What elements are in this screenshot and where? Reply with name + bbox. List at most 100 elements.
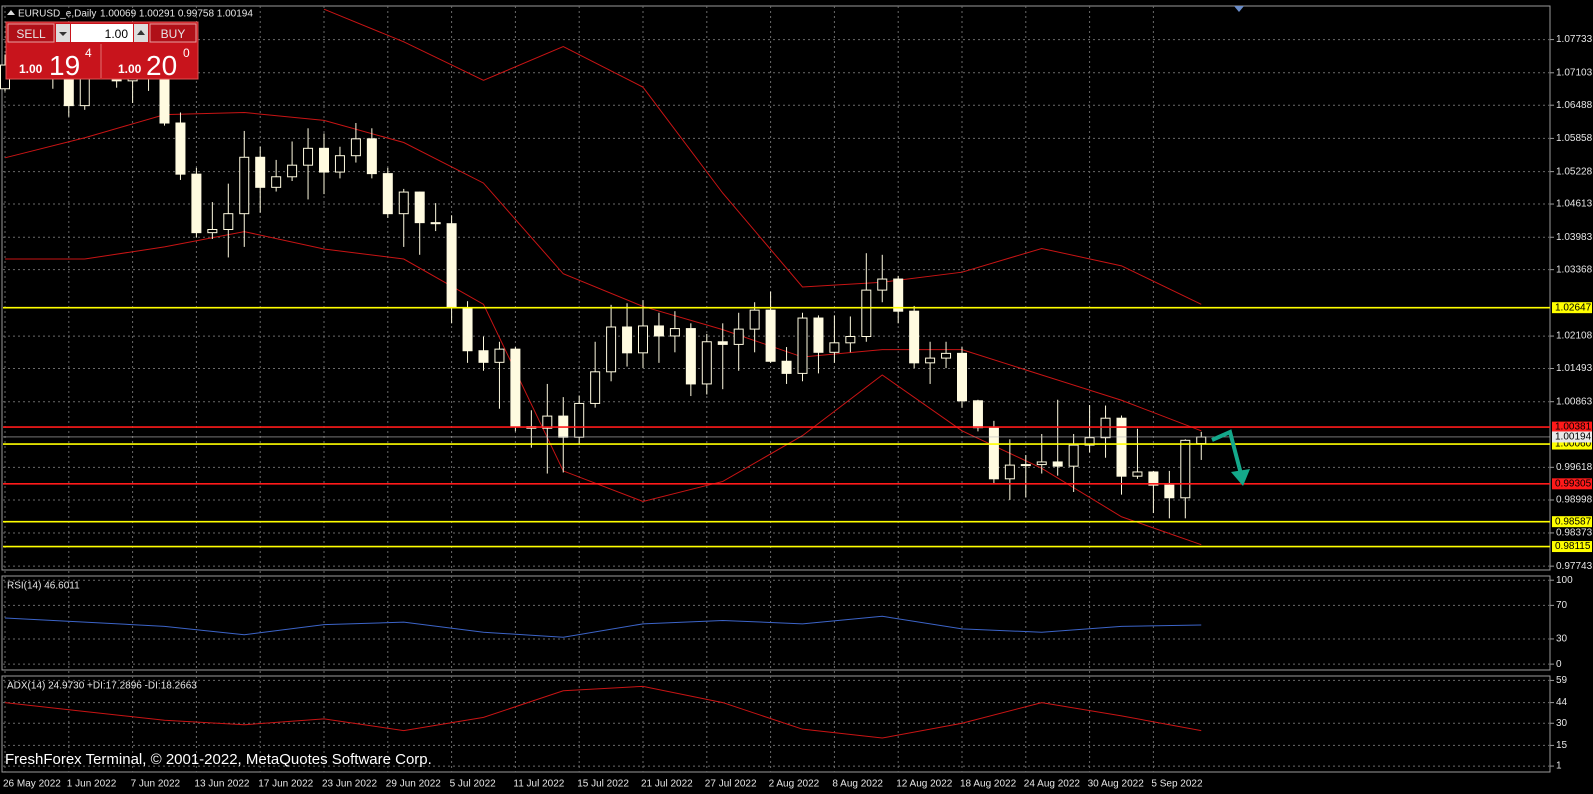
candle-body <box>1052 461 1063 467</box>
y-tick-label: 44 <box>1556 697 1568 708</box>
bid-label: 1.00194 <box>1555 432 1592 443</box>
price-level-tag <box>1552 438 1592 450</box>
price-level-label: 1.00060 <box>1555 439 1592 450</box>
candle-body <box>590 371 601 404</box>
y-tick-label: 1.05228 <box>1556 166 1593 177</box>
candle-body <box>1116 417 1127 477</box>
ohlc-label: 1.00069 1.00291 0.99758 1.00194 <box>100 9 253 20</box>
price-level-tag <box>1552 541 1592 553</box>
candle-body <box>638 325 648 354</box>
x-tick-label: 8 Aug 2022 <box>832 779 883 790</box>
forecast-arrow <box>1211 429 1250 486</box>
y-tick-label: 1.06488 <box>1556 100 1593 111</box>
candle-body <box>271 176 282 188</box>
candle-body <box>941 352 952 359</box>
trade-panel: SELL 1.00 BUY 1.00 19 4 1.00 20 0 <box>5 21 199 81</box>
indicator-line <box>4 615 1202 638</box>
x-tick-label: 13 Jun 2022 <box>194 779 249 790</box>
price-level-label: 0.99305 <box>1555 478 1592 489</box>
candle-body <box>877 278 888 291</box>
y-tick-label: 30 <box>1556 634 1568 645</box>
candle-body <box>1084 437 1095 446</box>
candle-body <box>223 213 234 230</box>
candle-body <box>1020 464 1031 467</box>
symbol-title: EURUSD_e,Daily <box>18 9 96 20</box>
candle-body <box>701 341 712 385</box>
x-tick-label: 5 Jul 2022 <box>450 779 497 790</box>
x-tick-label: 15 Jul 2022 <box>577 779 629 790</box>
y-tick-label: 1 <box>1556 761 1562 772</box>
candle-body <box>1148 471 1159 486</box>
x-tick-label: 1 Jun 2022 <box>67 779 117 790</box>
candle-body <box>398 191 409 215</box>
x-tick-label: 5 Sep 2022 <box>1151 779 1203 790</box>
y-tick-label: 1.05858 <box>1556 133 1593 144</box>
lot-input[interactable] <box>71 24 133 42</box>
candle-body <box>1036 461 1047 466</box>
candle-body <box>988 427 999 480</box>
buy-label: BUY <box>161 27 186 41</box>
buy-price-big[interactable]: 20 <box>146 50 177 81</box>
x-tick-label: 7 Jun 2022 <box>131 779 181 790</box>
candle-body <box>478 350 489 363</box>
price-level-label: 0.98587 <box>1555 516 1592 527</box>
buy-button[interactable] <box>149 23 197 43</box>
candle-body <box>893 278 904 312</box>
bollinger-band <box>5 231 1202 546</box>
candle-body <box>366 138 377 175</box>
x-tick-label: 17 Jun 2022 <box>258 779 313 790</box>
candle-body <box>622 326 633 354</box>
candle-body <box>909 310 920 364</box>
sell-price-big[interactable]: 19 <box>49 50 80 81</box>
price-level-tag <box>1552 516 1592 528</box>
y-tick-label: 0.97743 <box>1556 561 1593 572</box>
candle-body <box>207 228 218 234</box>
buy-lot[interactable]: 1.00 <box>118 62 142 76</box>
y-tick-label: 1.01493 <box>1556 363 1593 374</box>
price-level-label: 1.02647 <box>1555 302 1592 313</box>
candle-body <box>1180 439 1191 499</box>
candle-body <box>1196 436 1207 445</box>
candle-body <box>972 400 983 429</box>
sell-lot[interactable]: 1.00 <box>19 62 43 76</box>
candle-body <box>574 402 585 438</box>
candle-body <box>414 191 425 224</box>
candle-body <box>462 307 473 352</box>
candle-body <box>510 348 521 428</box>
lot-up-icon <box>137 30 145 35</box>
sell-button[interactable] <box>7 23 55 43</box>
candle-body <box>749 309 760 330</box>
x-tick-label: 23 Jun 2022 <box>322 779 377 790</box>
indicator-title: ADX(14) 24.9730 +DI:17.2896 -DI:18.2663 <box>7 681 197 692</box>
y-tick-label: 59 <box>1556 675 1568 686</box>
pane-frame <box>1 5 1551 571</box>
arrow-head <box>1231 469 1250 486</box>
candle-body <box>446 223 457 309</box>
y-tick-label: 15 <box>1556 740 1568 751</box>
y-tick-label: 1.04613 <box>1556 199 1593 210</box>
sell-label: SELL <box>16 27 46 41</box>
candle-body <box>717 341 728 345</box>
y-tick-label: 0 <box>1556 659 1562 670</box>
x-tick-label: 11 Jul 2022 <box>513 779 564 790</box>
candle-body <box>1068 444 1079 467</box>
shift-marker <box>1234 6 1244 12</box>
y-tick-label: 30 <box>1556 718 1568 729</box>
candle-body <box>175 122 186 175</box>
candle-body <box>1004 464 1015 480</box>
candle-body <box>861 289 872 337</box>
x-tick-label: 26 May 2022 <box>3 779 61 790</box>
candle-body <box>1164 484 1175 499</box>
y-tick-label: 100 <box>1556 575 1573 586</box>
bollinger-band <box>4 111 1202 432</box>
y-tick-label: 1.00863 <box>1556 396 1593 407</box>
x-tick-label: 21 Jul 2022 <box>641 779 693 790</box>
candle-body <box>957 352 967 402</box>
y-tick-label: 1.02108 <box>1556 331 1593 342</box>
candle-body <box>1132 471 1143 477</box>
x-tick-label: 30 Aug 2022 <box>1088 779 1145 790</box>
candle-body <box>606 326 617 373</box>
x-tick-label: 18 Aug 2022 <box>960 779 1017 790</box>
